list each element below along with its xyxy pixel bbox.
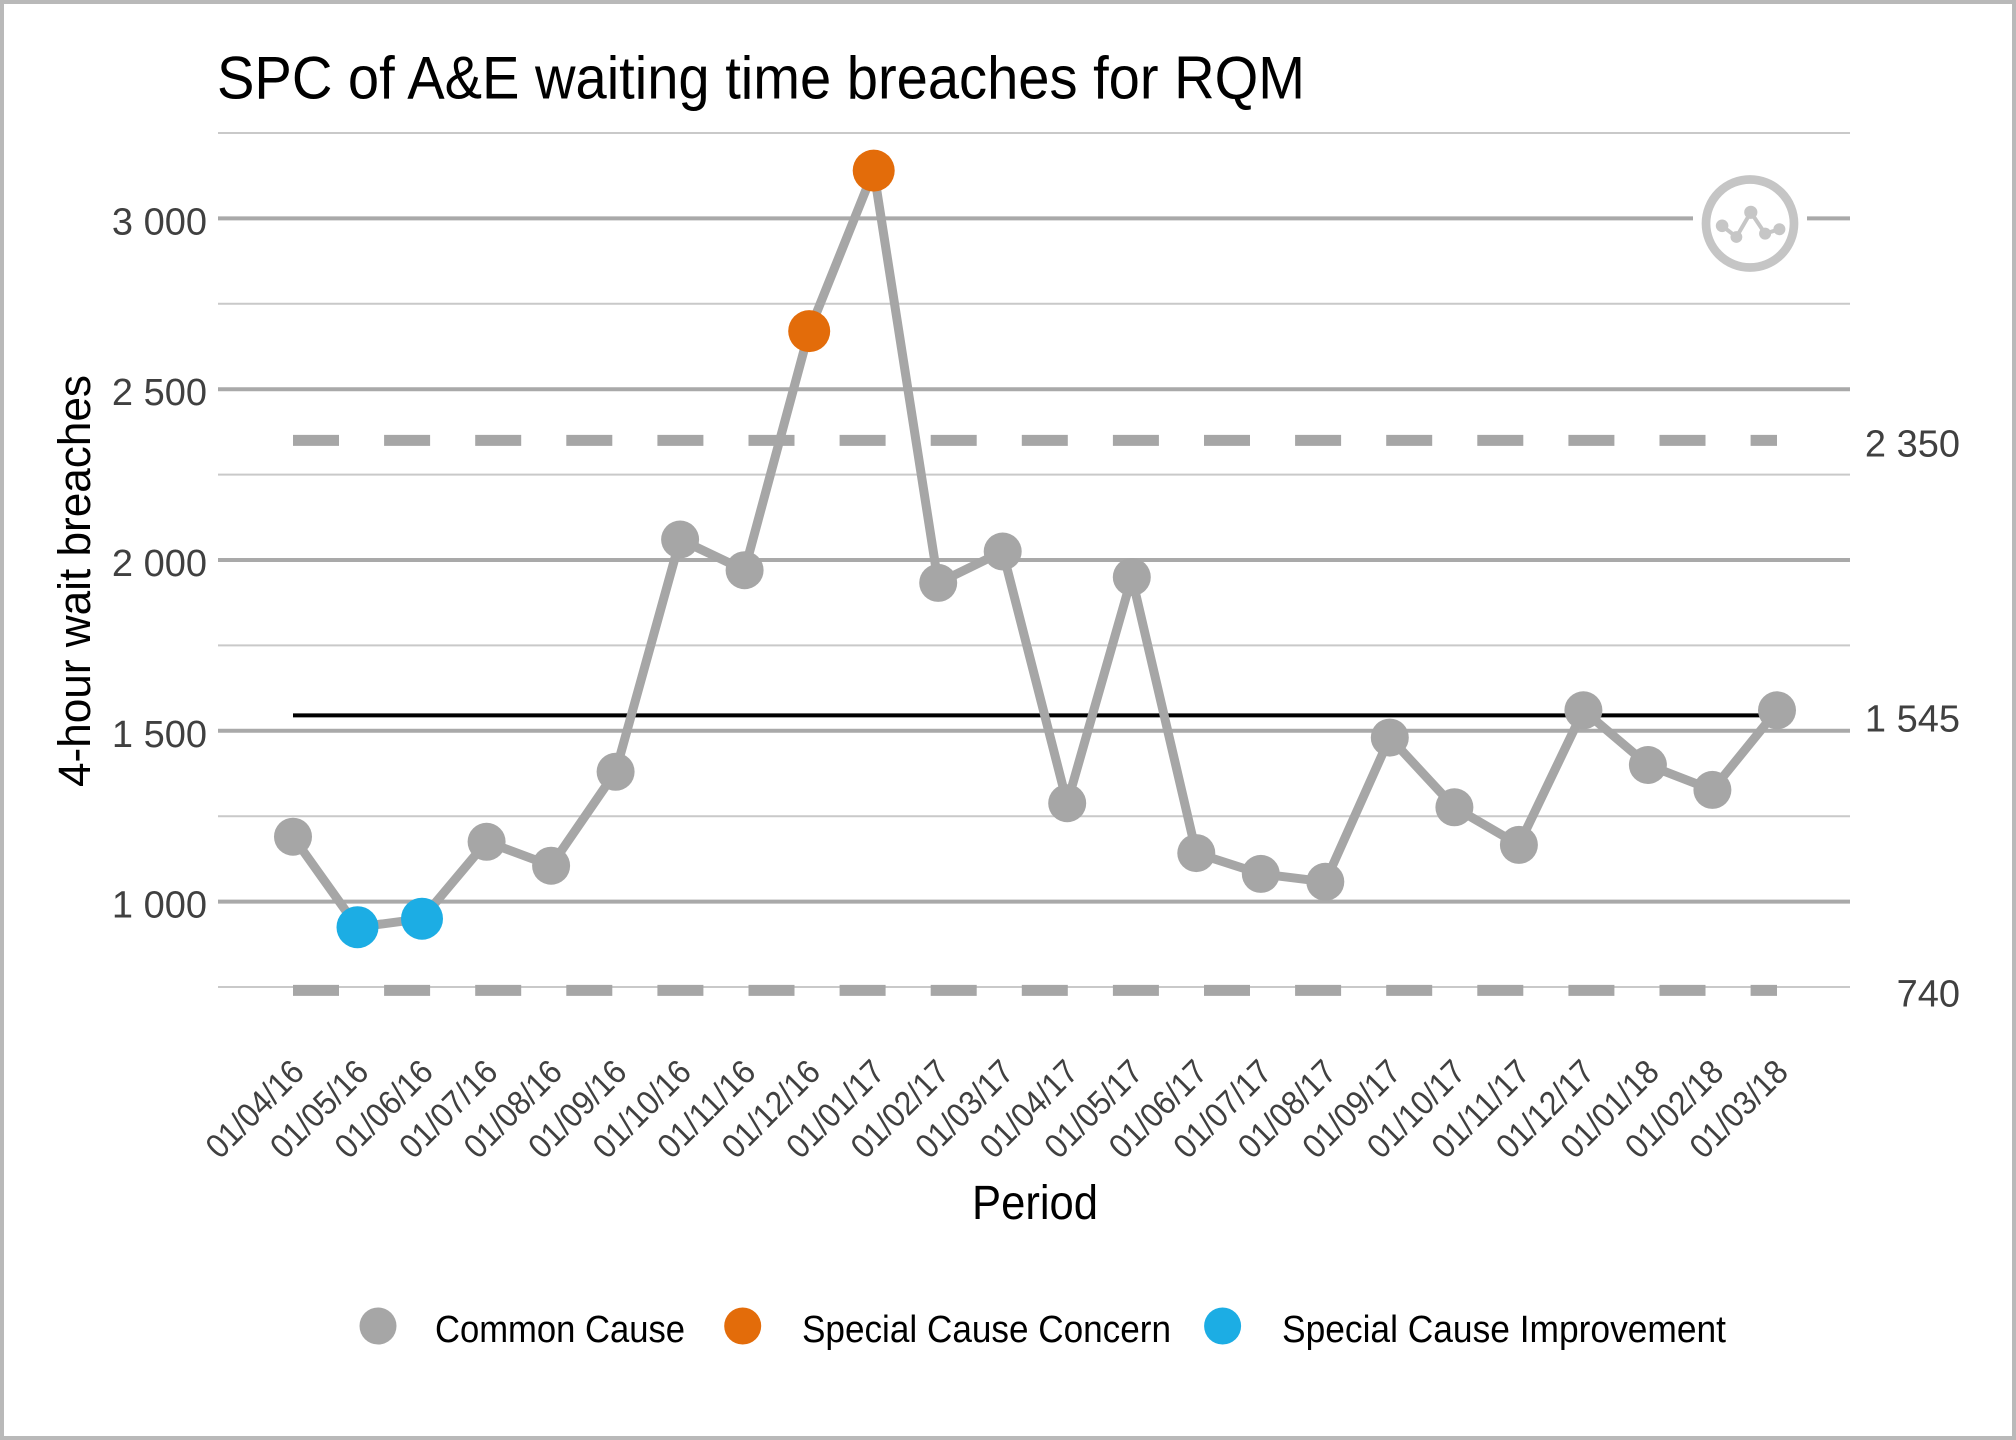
svg-text:740: 740 [1897,973,1960,1015]
svg-text:Special Cause Improvement: Special Cause Improvement [1282,1309,1726,1351]
svg-text:2 000: 2 000 [112,543,207,585]
svg-text:1 545: 1 545 [1865,698,1960,740]
svg-text:1 000: 1 000 [112,885,207,927]
svg-text:2 350: 2 350 [1865,423,1960,465]
svg-text:Common Cause: Common Cause [435,1309,685,1351]
svg-text:Special Cause Concern: Special Cause Concern [802,1309,1171,1351]
svg-text:1 500: 1 500 [112,714,207,756]
svg-text:3 000: 3 000 [112,201,207,243]
svg-text:Period: Period [972,1177,1098,1230]
svg-text:2 500: 2 500 [112,372,207,414]
svg-text:SPC of A&E waiting time breach: SPC of A&E waiting time breaches for RQM [217,45,1305,112]
svg-text:4-hour wait breaches: 4-hour wait breaches [49,375,100,787]
